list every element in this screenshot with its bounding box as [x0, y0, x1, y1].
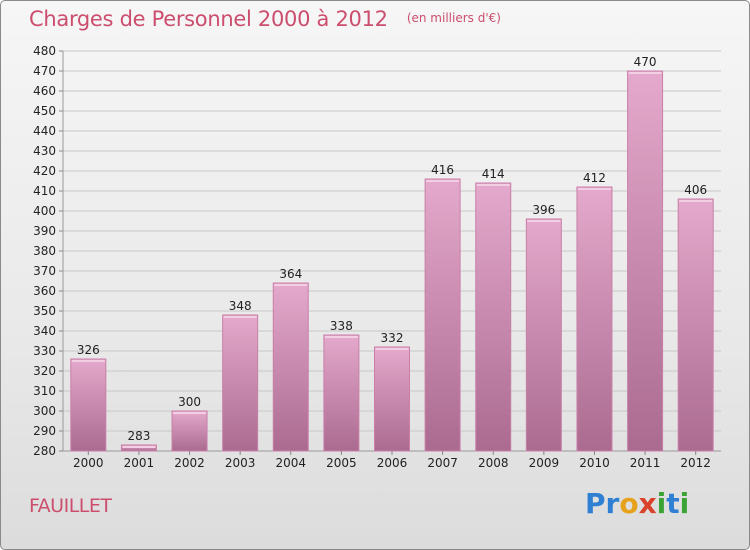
- data-label: 406: [684, 183, 707, 197]
- bar-highlight: [679, 200, 713, 202]
- data-label: 283: [127, 429, 150, 443]
- bar: [424, 178, 461, 452]
- y-tick-label: 370: [33, 264, 56, 278]
- bar-highlight: [324, 336, 358, 338]
- bar: [171, 410, 208, 452]
- data-label: 348: [229, 299, 252, 313]
- x-tick-label: 2012: [680, 456, 711, 470]
- y-tick-label: 330: [33, 344, 56, 358]
- y-tick-label: 340: [33, 324, 56, 338]
- logo-letter: i: [656, 487, 667, 520]
- proxiti-logo: Proxiti: [585, 487, 689, 520]
- logo-letter: i: [679, 487, 690, 520]
- bar: [272, 282, 309, 452]
- bar-highlight: [173, 412, 207, 414]
- bar: [374, 346, 410, 452]
- bar: [576, 186, 613, 452]
- data-label: 470: [634, 55, 657, 69]
- data-label: 332: [381, 331, 404, 345]
- y-tick-label: 290: [33, 424, 56, 438]
- logo-letter: r: [605, 487, 620, 520]
- logo-letter: P: [585, 487, 606, 520]
- x-tick-label: 2010: [579, 456, 610, 470]
- x-tick-label: 2003: [225, 456, 256, 470]
- x-tick-label: 2008: [478, 456, 509, 470]
- bar: [475, 182, 512, 452]
- y-tick-label: 380: [33, 244, 56, 258]
- bar-highlight: [122, 446, 156, 448]
- x-tick-label: 2009: [529, 456, 560, 470]
- bar: [222, 314, 259, 452]
- y-tick-label: 470: [33, 64, 56, 78]
- bar-highlight: [71, 360, 105, 362]
- x-tick-label: 2005: [326, 456, 357, 470]
- y-tick-label: 280: [33, 444, 56, 458]
- y-tick-label: 360: [33, 284, 56, 298]
- data-label: 300: [178, 395, 201, 409]
- data-label: 364: [279, 267, 302, 281]
- bar-highlight: [577, 188, 611, 190]
- data-label: 412: [583, 171, 606, 185]
- bar-highlight: [426, 180, 460, 182]
- y-tick-label: 390: [33, 224, 56, 238]
- bar: [70, 358, 107, 452]
- x-tick-label: 2000: [73, 456, 104, 470]
- y-tick-label: 480: [33, 44, 56, 58]
- bar-highlight: [274, 284, 308, 286]
- chart-subtitle: (en milliers d'€): [406, 11, 501, 25]
- logo-letter: t: [666, 487, 680, 520]
- data-label: 326: [77, 343, 100, 357]
- logo-letter: o: [619, 487, 639, 520]
- y-tick-label: 310: [33, 384, 56, 398]
- bar: [627, 70, 664, 452]
- y-tick-label: 400: [33, 204, 56, 218]
- data-label: 416: [431, 163, 454, 177]
- data-label: 414: [482, 167, 505, 181]
- bar-highlight: [527, 220, 561, 222]
- x-tick-label: 2001: [124, 456, 155, 470]
- bar: [525, 218, 562, 452]
- y-tick-label: 410: [33, 184, 56, 198]
- y-tick-label: 430: [33, 144, 56, 158]
- x-tick-label: 2004: [275, 456, 306, 470]
- logo-letter: x: [638, 487, 657, 520]
- data-label: 338: [330, 319, 353, 333]
- chart-title: Charges de Personnel 2000 à 2012: [29, 7, 388, 31]
- y-tick-label: 440: [33, 124, 56, 138]
- bar-highlight: [375, 348, 409, 350]
- y-tick-label: 300: [33, 404, 56, 418]
- y-tick-label: 420: [33, 164, 56, 178]
- bar-highlight: [476, 184, 510, 186]
- y-tick-label: 460: [33, 84, 56, 98]
- x-tick-label: 2006: [377, 456, 408, 470]
- y-tick-label: 320: [33, 364, 56, 378]
- title-row: Charges de Personnel 2000 à 2012 (en mil…: [29, 7, 501, 31]
- bar: [677, 198, 714, 452]
- bar-highlight: [628, 72, 662, 74]
- y-tick-label: 350: [33, 304, 56, 318]
- bar: [323, 334, 360, 452]
- commune-name: FAUILLET: [29, 495, 112, 517]
- x-tick-label: 2007: [427, 456, 458, 470]
- bar-highlight: [223, 316, 257, 318]
- x-tick-label: 2002: [174, 456, 205, 470]
- y-tick-label: 450: [33, 104, 56, 118]
- x-tick-label: 2011: [630, 456, 661, 470]
- data-label: 396: [532, 203, 555, 217]
